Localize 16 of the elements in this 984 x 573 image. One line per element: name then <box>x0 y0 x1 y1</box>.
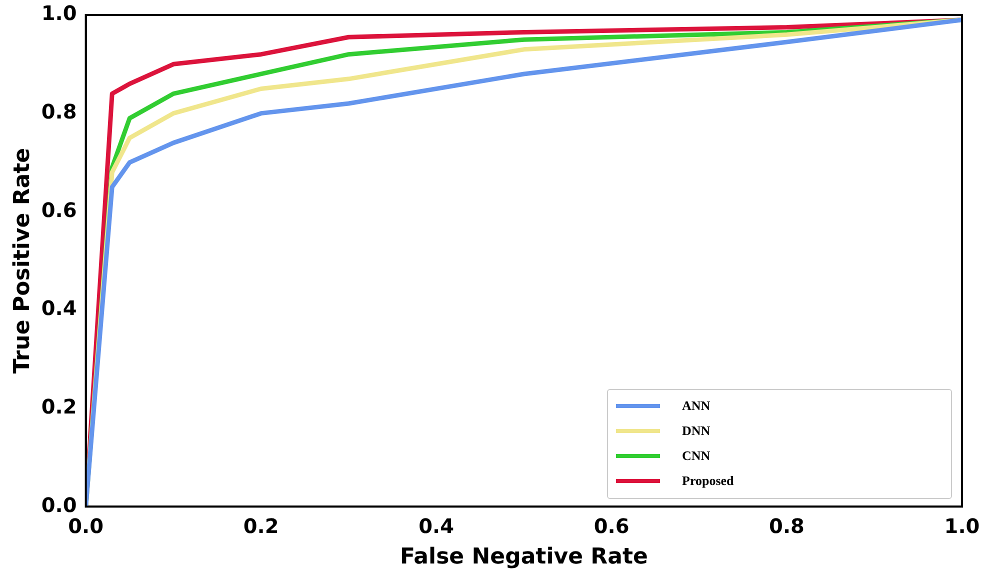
legend-label: Proposed <box>682 473 734 490</box>
x-tick-label: 0.2 <box>243 514 279 538</box>
x-tick-label: 0.4 <box>418 514 454 538</box>
legend-label: ANN <box>682 398 710 414</box>
x-axis-title: False Negative Rate <box>400 544 648 570</box>
y-tick-label: 0.4 <box>41 296 77 320</box>
legend-label: CNN <box>682 448 710 464</box>
x-tick-label: 1.0 <box>944 514 980 538</box>
x-tick-label: 0.8 <box>769 514 804 538</box>
y-tick-label: 0.8 <box>41 100 77 124</box>
y-tick-label: 0.6 <box>41 198 77 222</box>
legend-label: DNN <box>682 423 710 440</box>
y-axis-title: True Positive Rate <box>10 148 35 374</box>
y-tick-label: 1.0 <box>41 1 77 26</box>
y-tick-label: 0.2 <box>41 394 77 418</box>
x-tick-label: 0.6 <box>594 514 630 538</box>
